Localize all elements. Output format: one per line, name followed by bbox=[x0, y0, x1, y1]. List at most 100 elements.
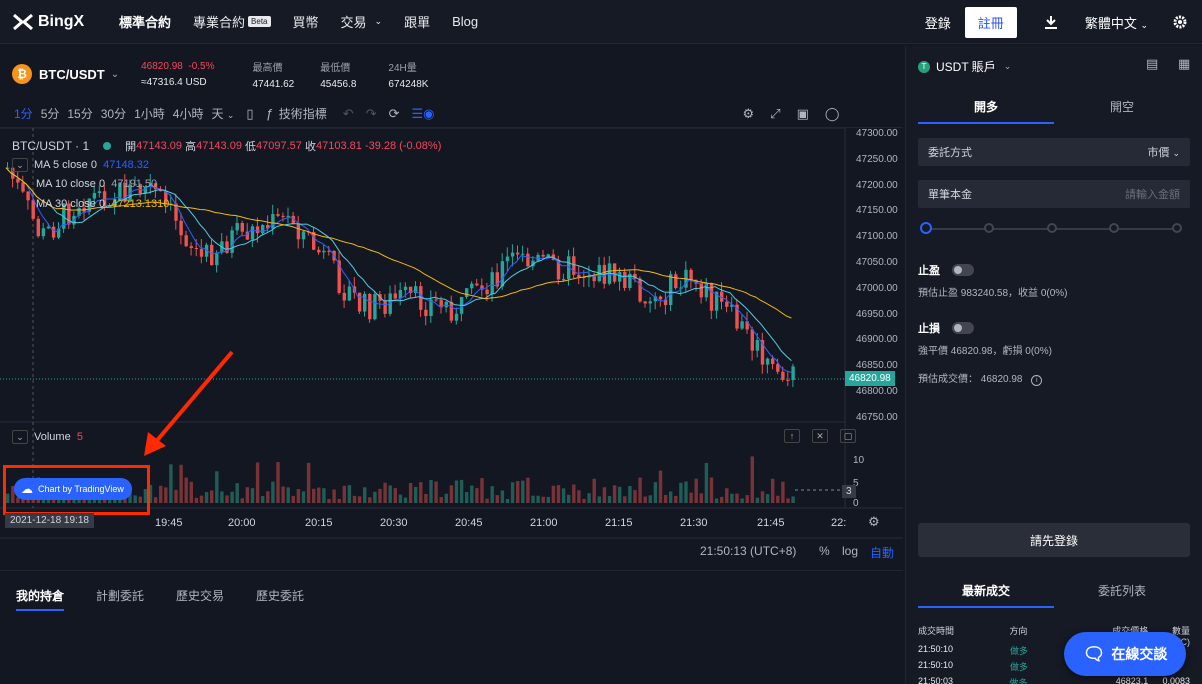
tf-5m[interactable]: 5分 bbox=[40, 107, 60, 121]
camera-icon[interactable]: ▣ bbox=[796, 105, 809, 121]
account-selector[interactable]: T USDT 賬戶 ⌄ bbox=[918, 58, 1011, 75]
info-icon[interactable]: i bbox=[1031, 375, 1043, 386]
candle-body bbox=[776, 364, 780, 372]
nav-trade[interactable]: 交易 ⌄ bbox=[341, 12, 383, 31]
nav-pro-futures[interactable]: 專業合約 Beta bbox=[193, 12, 271, 31]
tab-positions[interactable]: 我的持倉 bbox=[16, 589, 65, 603]
candle-body bbox=[618, 271, 622, 282]
nav-blog[interactable]: Blog bbox=[452, 14, 479, 29]
download-icon[interactable] bbox=[1043, 14, 1059, 30]
maximize-icon[interactable]: ▢ bbox=[840, 429, 856, 443]
tab-order-history[interactable]: 歷史委託 bbox=[256, 589, 305, 603]
collapse-icon[interactable]: ⌄ bbox=[12, 158, 28, 172]
log-toggle[interactable]: log bbox=[842, 544, 859, 558]
amount-input[interactable]: 單筆本金 請輸入金額 bbox=[918, 180, 1190, 208]
login-first-button[interactable]: 請先登錄 bbox=[918, 523, 1190, 557]
register-button[interactable]: 註冊 bbox=[964, 6, 1017, 38]
slider-step[interactable] bbox=[984, 223, 994, 233]
volume-bar bbox=[638, 477, 642, 503]
nav-buy-crypto[interactable]: 買幣 bbox=[292, 15, 319, 30]
volume-bar bbox=[230, 491, 234, 503]
tf-1h[interactable]: 1小時 bbox=[134, 107, 165, 121]
price-tick: 47300.00 bbox=[856, 128, 898, 139]
login-button[interactable]: 登錄 bbox=[924, 15, 951, 31]
volume-bar bbox=[663, 494, 668, 503]
leverage-slider[interactable] bbox=[920, 222, 1182, 234]
slider-knob[interactable] bbox=[920, 222, 932, 234]
slider-step[interactable] bbox=[1109, 223, 1119, 233]
slider-step[interactable] bbox=[1047, 223, 1057, 233]
settings-icon[interactable]: ⚙ bbox=[742, 105, 755, 121]
language-selector[interactable]: 繁體中文 ⌄ bbox=[1085, 13, 1148, 32]
eye-icon[interactable]: ☰◉ bbox=[411, 105, 435, 121]
axis-settings-icon[interactable]: ⚙ bbox=[868, 514, 880, 529]
candle-body bbox=[123, 182, 127, 202]
candle-body bbox=[500, 261, 505, 287]
slider-step[interactable] bbox=[1172, 223, 1182, 233]
volume-bar bbox=[373, 491, 377, 503]
tf-15m[interactable]: 15分 bbox=[67, 107, 93, 121]
candle-body bbox=[633, 273, 637, 279]
volume-bar bbox=[465, 492, 469, 503]
percent-toggle[interactable]: % bbox=[819, 544, 830, 558]
tab-open-short[interactable]: 開空 bbox=[1109, 100, 1134, 114]
candle-body bbox=[592, 275, 596, 282]
bingx-logo[interactable]: BingX bbox=[12, 13, 97, 31]
volume-bar bbox=[250, 488, 255, 503]
fullscreen-icon[interactable]: ⤢ bbox=[770, 105, 781, 121]
price-chart[interactable]: BTC/USDT · 1 開 47143.09 高 47143.09 低 47097.… bbox=[0, 128, 903, 568]
collapse-icon[interactable]: ⌄ bbox=[12, 430, 28, 444]
tab-latest-trades[interactable]: 最新成交 bbox=[918, 578, 1054, 608]
indicators-button[interactable]: 技術指標 bbox=[278, 107, 327, 121]
auto-toggle[interactable]: 自動 bbox=[870, 546, 895, 560]
volume-bar bbox=[169, 464, 173, 503]
tf-30m[interactable]: 30分 bbox=[100, 107, 127, 121]
tab-order-list[interactable]: 委託列表 bbox=[1097, 584, 1146, 598]
candle-body bbox=[210, 244, 214, 266]
tf-day[interactable]: 天 ⌄ bbox=[211, 105, 234, 122]
indicator-icon[interactable]: ƒ bbox=[265, 106, 273, 121]
volume-bar bbox=[133, 495, 137, 503]
candle-body bbox=[699, 283, 703, 298]
ma10-value: 47191.50 bbox=[111, 178, 158, 190]
price-tick: 47250.00 bbox=[856, 153, 898, 165]
volume-bar bbox=[337, 498, 341, 503]
stop-loss-toggle[interactable] bbox=[952, 322, 974, 334]
pair-selector[interactable]: BTC/USDT bbox=[39, 66, 105, 82]
arrow-up-icon[interactable]: ↑ bbox=[784, 429, 800, 443]
redo-icon[interactable]: ↷ bbox=[365, 105, 377, 121]
tab-plan-orders[interactable]: 計劃委託 bbox=[96, 589, 145, 603]
tf-1m[interactable]: 1分 bbox=[14, 107, 33, 121]
volume-bar bbox=[669, 491, 673, 503]
gear-icon[interactable] bbox=[1172, 14, 1188, 30]
chevron-down-icon[interactable]: ⌄ bbox=[110, 68, 120, 80]
nav-copy-trade[interactable]: 跟單 bbox=[404, 15, 431, 30]
take-profit-toggle[interactable] bbox=[952, 264, 974, 276]
volume-bar bbox=[429, 479, 433, 503]
ma30-label: MA 30 close 0 bbox=[36, 198, 106, 210]
close-icon[interactable]: ✕ bbox=[812, 429, 828, 443]
reset-icon[interactable]: ⟳ bbox=[388, 105, 400, 121]
candle-style-icon[interactable]: ▯ bbox=[246, 105, 254, 121]
table-row: 21:50:10 做多 bbox=[918, 644, 1190, 657]
live-chat-button[interactable]: 🗨 在線交談 bbox=[1064, 632, 1186, 676]
nav-standard-futures[interactable]: 標準合約 bbox=[119, 15, 172, 30]
calculator-icon[interactable]: ▦ bbox=[1178, 56, 1191, 71]
candle-body bbox=[337, 260, 341, 293]
usd-price: ≈47316.4 USD bbox=[141, 76, 207, 88]
order-type-select[interactable]: 委託方式 市價 ⌄ bbox=[918, 138, 1190, 166]
tab-open-long[interactable]: 開多 bbox=[918, 94, 1054, 124]
tf-day-label: 天 bbox=[211, 107, 224, 121]
compare-icon[interactable]: ◯ bbox=[824, 105, 840, 121]
tradingview-badge[interactable]: ☁ Chart by TradingView bbox=[14, 478, 132, 500]
tf-4h[interactable]: 4小時 bbox=[172, 107, 204, 121]
volume-bar bbox=[495, 495, 499, 503]
volume-bar bbox=[587, 493, 591, 503]
undo-icon[interactable]: ↶ bbox=[342, 105, 354, 121]
cell-side: 做多 bbox=[1010, 662, 1029, 672]
candle-body bbox=[21, 182, 25, 192]
candle-body bbox=[694, 280, 698, 284]
book-icon[interactable]: ▤ bbox=[1146, 56, 1159, 71]
tab-trade-history[interactable]: 歷史交易 bbox=[176, 589, 225, 603]
volume-bar bbox=[577, 490, 581, 503]
